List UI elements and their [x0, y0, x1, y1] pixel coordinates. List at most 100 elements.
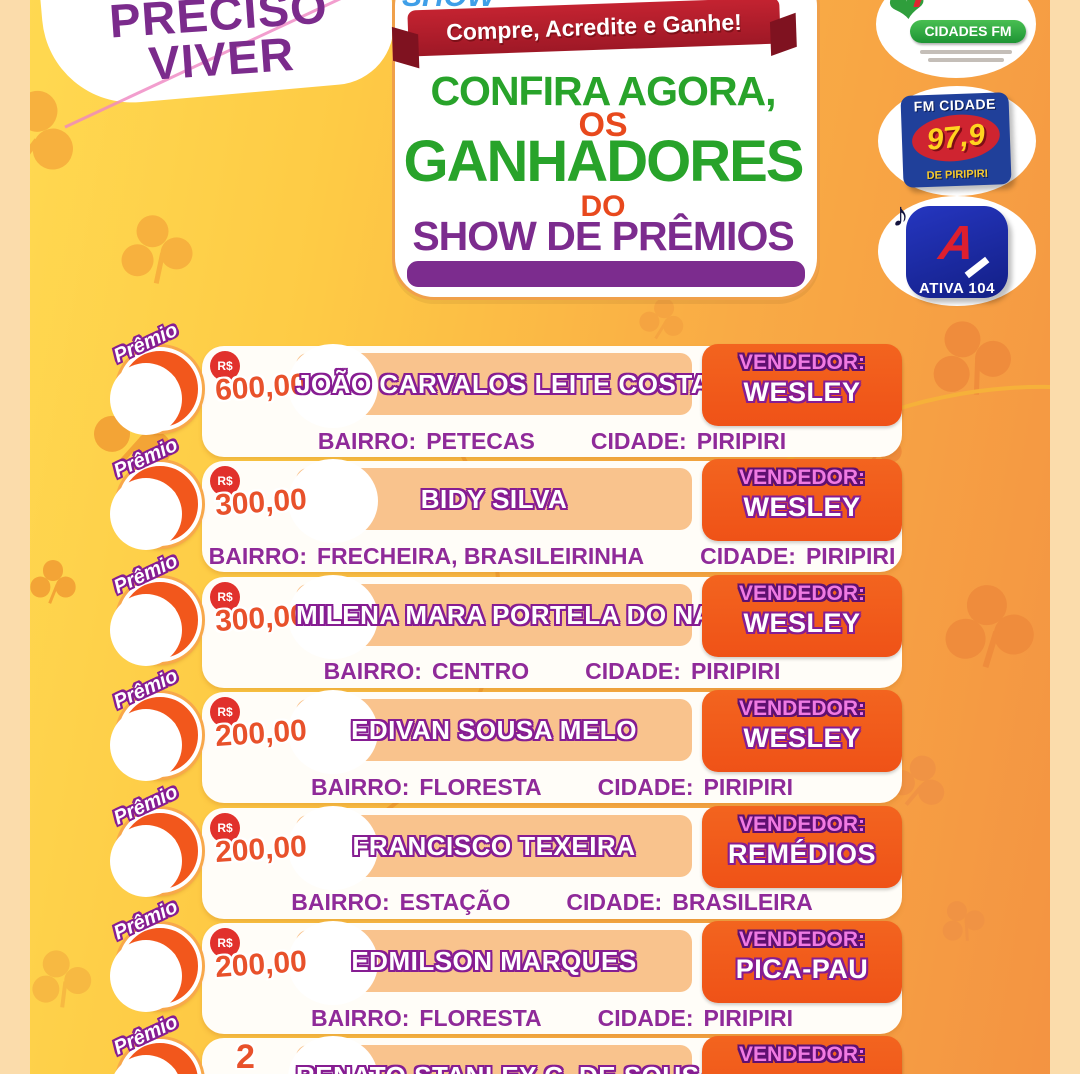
clover-decoration — [30, 560, 76, 606]
bairro-value: PETECAS — [426, 427, 535, 454]
prize-quantity: 2 — [236, 1038, 255, 1074]
winner-name: FRANCISCO TEXEIRA — [352, 830, 636, 861]
cidades-fm-label: CIDADES FM — [910, 20, 1026, 43]
winner-row: R$ 300,00 MILENA MARA PORTELA DO NASC. 2… — [0, 550, 1080, 693]
vendor-label: VENDEDOR: — [738, 466, 865, 490]
title-line-os: OS — [578, 106, 628, 144]
cidade-label: CIDADE: — [597, 773, 694, 800]
winner-row: 2 RENATO STANLEY C. DE SOUSA 4° Prêmio V… — [0, 1011, 1080, 1074]
vendor-box: VENDEDOR: WESLEY — [702, 690, 902, 773]
prize-place-number: 3° — [142, 714, 178, 756]
cidade-label: CIDADE: — [590, 427, 687, 454]
vendor-box: VENDEDOR: — [702, 1036, 902, 1074]
vendor-name: WESLEY — [743, 377, 861, 407]
location-bar: BAIRRO: PETECAS CIDADE: PIRIPIRI — [210, 424, 894, 458]
fm-cidade-top-label: FM CIDADE — [913, 95, 997, 115]
bairro-value: FLORESTA — [419, 773, 542, 800]
bairro-pair: BAIRRO: FLORESTA — [311, 1005, 542, 1032]
cidade-value: PIRIPIRI — [696, 427, 787, 454]
vendor-name: WESLEY — [743, 723, 861, 754]
value-blob — [288, 921, 378, 1005]
location-bar: BAIRRO: FRECHEIRA, BRASILEIRINHA CIDADE:… — [209, 539, 896, 573]
cidade-pair: CIDADE: PIRIPIRI — [598, 774, 793, 801]
bairro-label: BAIRRO: — [311, 1004, 410, 1031]
winner-row: R$ 200,00 EDIVAN SOUSA MELO 3° Prêmio VE… — [0, 665, 1080, 808]
vendor-box: VENDEDOR: REMÉDIOS — [702, 805, 902, 888]
fm-cidade-tile: FM CIDADE 97,9 DE PIRIPIRI — [900, 92, 1012, 188]
vendor-box: VENDEDOR: WESLEY — [702, 574, 902, 657]
bairro-value: FLORESTA — [419, 1004, 542, 1031]
currency-badge: R$ — [210, 581, 240, 612]
prize-place-badge: 2° — [110, 577, 202, 666]
vendor-label: VENDEDOR: — [738, 928, 865, 951]
bairro-pair: BAIRRO: CENTRO — [324, 658, 530, 685]
winner-name: JOÃO CARVALOS LEITE COSTA — [296, 369, 711, 399]
winner-name: BIDY SILVA — [420, 484, 568, 515]
vendor-label: VENDEDOR: — [738, 351, 865, 374]
bairro-pair: BAIRRO: FRECHEIRA, BRASILEIRINHA — [209, 543, 645, 570]
value-blob — [288, 805, 378, 890]
music-note-icon: ♪ — [892, 196, 909, 234]
winner-row: R$ 200,00 FRANCISCO TEXEIRA 3° Prêmio VE… — [0, 780, 1080, 924]
vendor-label: VENDEDOR: — [738, 1043, 865, 1067]
clover-decoration — [637, 295, 688, 346]
vendor-name: PICA-PAU — [735, 954, 869, 984]
fm-cidade-frequency: 97,9 — [909, 110, 1003, 166]
cidade-label: CIDADE: — [585, 658, 681, 685]
title-line-do: DO — [580, 190, 626, 223]
cidade-label: CIDADE: — [597, 1004, 694, 1031]
bairro-label: BAIRRO: — [317, 427, 417, 454]
cidade-label: CIDADE: — [700, 542, 796, 569]
location-bar: BAIRRO: FLORESTA CIDADE: PIRIPIRI — [210, 1001, 894, 1035]
left-border-strip — [0, 0, 30, 1074]
cidade-pair: CIDADE: BRASILEIRA — [566, 889, 812, 916]
bairro-value: FRECHEIRA, BRASILEIRINHA — [316, 542, 645, 569]
bairro-pair: BAIRRO: FLORESTA — [311, 774, 542, 801]
winner-name: MILENA MARA PORTELA DO NASC. — [296, 599, 758, 630]
bairro-label: BAIRRO: — [311, 773, 410, 800]
vendor-box: VENDEDOR: WESLEY — [702, 344, 902, 426]
prize-place-number: 3° — [142, 945, 178, 986]
currency-badge: R$ — [210, 697, 240, 728]
vendor-box: VENDEDOR: PICA-PAU — [702, 921, 902, 1003]
prize-place-number: 4° — [142, 1060, 177, 1074]
prize-place-number: 1° — [142, 368, 178, 409]
bairro-value: CENTRO — [431, 658, 530, 685]
value-blob — [288, 344, 378, 428]
value-blob — [288, 574, 378, 659]
winner-row: R$ 300,00 BIDY SILVA 2° Prêmio VENDEDOR:… — [0, 434, 1080, 577]
prize-place-badge: 1° — [110, 347, 202, 435]
logo-fm-cidade-979: FM CIDADE 97,9 DE PIRIPIRI — [878, 86, 1036, 196]
cidade-value: BRASILEIRA — [672, 889, 813, 916]
bairro-label: BAIRRO: — [208, 542, 307, 569]
fm-cidade-bottom-label: DE PIRIPIRI — [926, 167, 988, 183]
location-bar: BAIRRO: CENTRO CIDADE: PIRIPIRI — [210, 655, 894, 689]
vendor-label: VENDEDOR: — [738, 697, 865, 721]
winner-name: EDIVAN SOUSA MELO — [351, 715, 637, 746]
bairro-pair: BAIRRO: PETECAS — [318, 428, 535, 455]
logo-fine-print-line — [920, 50, 1012, 54]
currency-badge: R$ — [210, 928, 240, 958]
winner-row: R$ 200,00 EDMILSON MARQUES 3° Prêmio VEN… — [0, 896, 1080, 1039]
title-underline-bar — [404, 258, 808, 290]
cidade-pair: CIDADE: PIRIPIRI — [700, 543, 895, 570]
cidade-value: PIRIPIRI — [703, 773, 793, 800]
prize-place-badge: 3° — [110, 924, 202, 1012]
logo-ativa-104: ♪ A ATIVA 104 — [878, 196, 1036, 306]
cidade-value: PIRIPIRI — [805, 542, 896, 569]
vendor-name: WESLEY — [743, 492, 861, 523]
prize-place-badge: 2° — [110, 462, 202, 551]
right-border-strip — [1050, 0, 1080, 1074]
winner-name: RENATO STANLEY C. DE SOUSA — [296, 1045, 718, 1074]
title-line-show-de-premios: SHOW DE PRÊMIOS — [412, 213, 794, 259]
logo-fine-print-line — [928, 58, 1004, 62]
prize-place-badge: 3° — [110, 693, 202, 782]
prize-place-number: 3° — [142, 829, 178, 871]
bairro-value: ESTAÇÃO — [399, 889, 511, 916]
prize-place-number: 2° — [142, 598, 178, 640]
cidade-label: CIDADE: — [566, 889, 663, 916]
vendor-name: REMÉDIOS — [727, 838, 877, 869]
logo-seven-digit: 7 — [910, 0, 932, 17]
cidade-value: PIRIPIRI — [703, 1004, 793, 1031]
